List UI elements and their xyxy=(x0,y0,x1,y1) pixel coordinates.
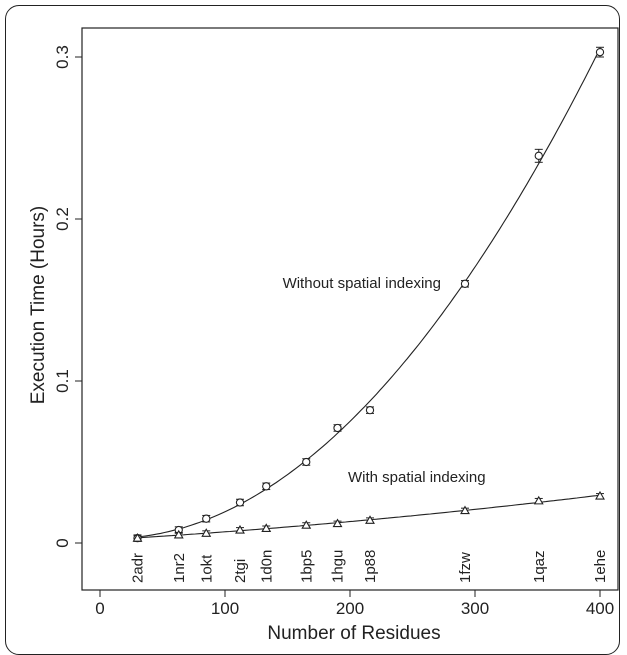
point-with-indexing xyxy=(132,533,143,542)
data-points xyxy=(132,46,605,543)
point-without-indexing xyxy=(333,423,342,433)
protein-label-1d0n: 1d0n xyxy=(258,550,275,583)
point-without-indexing xyxy=(235,498,245,507)
y-axis-title: Execution Time (Hours) xyxy=(28,206,49,405)
x-tick-label: 100 xyxy=(211,599,239,618)
protein-label-2tgi: 2tgi xyxy=(232,559,249,583)
protein-label-1okt: 1okt xyxy=(198,554,215,583)
point-without-indexing xyxy=(365,406,375,415)
protein-label-1fzw: 1fzw xyxy=(457,552,474,583)
protein-label-2adr: 2adr xyxy=(130,553,147,583)
y-tick-label: 0 xyxy=(53,538,72,547)
point-with-indexing xyxy=(533,495,544,505)
point-with-indexing xyxy=(595,490,605,500)
protein-label-1nr2: 1nr2 xyxy=(171,553,188,583)
point-without-indexing xyxy=(534,151,543,160)
x-axis-title: Number of Residues xyxy=(267,623,440,643)
x-tick-label: 400 xyxy=(586,599,614,618)
fit-curve-0 xyxy=(137,48,601,538)
x-tick-label: 300 xyxy=(461,599,489,618)
plot-area xyxy=(81,27,619,591)
point-without-indexing xyxy=(262,482,271,491)
x-axis: 0 100 200 300 400 xyxy=(95,590,614,618)
x-tick-label: 0 xyxy=(95,599,104,618)
y-tick-label: 0.3 xyxy=(53,45,72,69)
protein-label-1qaz: 1qaz xyxy=(531,550,548,583)
protein-label-1bp5: 1bp5 xyxy=(298,550,315,583)
protein-labels: 2adr 1nr2 1okt 2tgi 1d0n 1bp5 1hgu 1p88 1fzw 1qaz… xyxy=(130,550,610,583)
point-with-indexing xyxy=(332,518,343,528)
point-without-indexing xyxy=(595,47,605,57)
point-with-indexing xyxy=(173,529,184,539)
point-with-indexing xyxy=(301,520,312,529)
point-without-indexing xyxy=(302,457,311,467)
annotations: Without spatial indexing With spatial ind… xyxy=(283,275,486,486)
protein-label-1hgu: 1hgu xyxy=(330,550,347,583)
point-with-indexing xyxy=(460,505,470,515)
point-with-indexing xyxy=(235,524,245,534)
y-axis: 0 0.1 0.2 0.3 xyxy=(53,45,82,548)
y-tick-label: 0.2 xyxy=(53,207,72,231)
plot-border xyxy=(81,27,619,591)
annotation-0: Without spatial indexing xyxy=(283,275,441,292)
annotation-1: With spatial indexing xyxy=(348,469,486,486)
point-with-indexing xyxy=(201,528,212,537)
point-with-indexing xyxy=(365,515,375,524)
x-tick-label: 200 xyxy=(336,599,364,618)
point-without-indexing xyxy=(202,514,211,523)
y-tick-label: 0.1 xyxy=(53,369,72,393)
protein-label-1ehe: 1ehe xyxy=(592,550,609,583)
protein-label-1p88: 1p88 xyxy=(362,550,379,583)
point-with-indexing xyxy=(261,523,272,532)
fit-curves xyxy=(137,48,601,539)
point-without-indexing xyxy=(460,279,470,288)
